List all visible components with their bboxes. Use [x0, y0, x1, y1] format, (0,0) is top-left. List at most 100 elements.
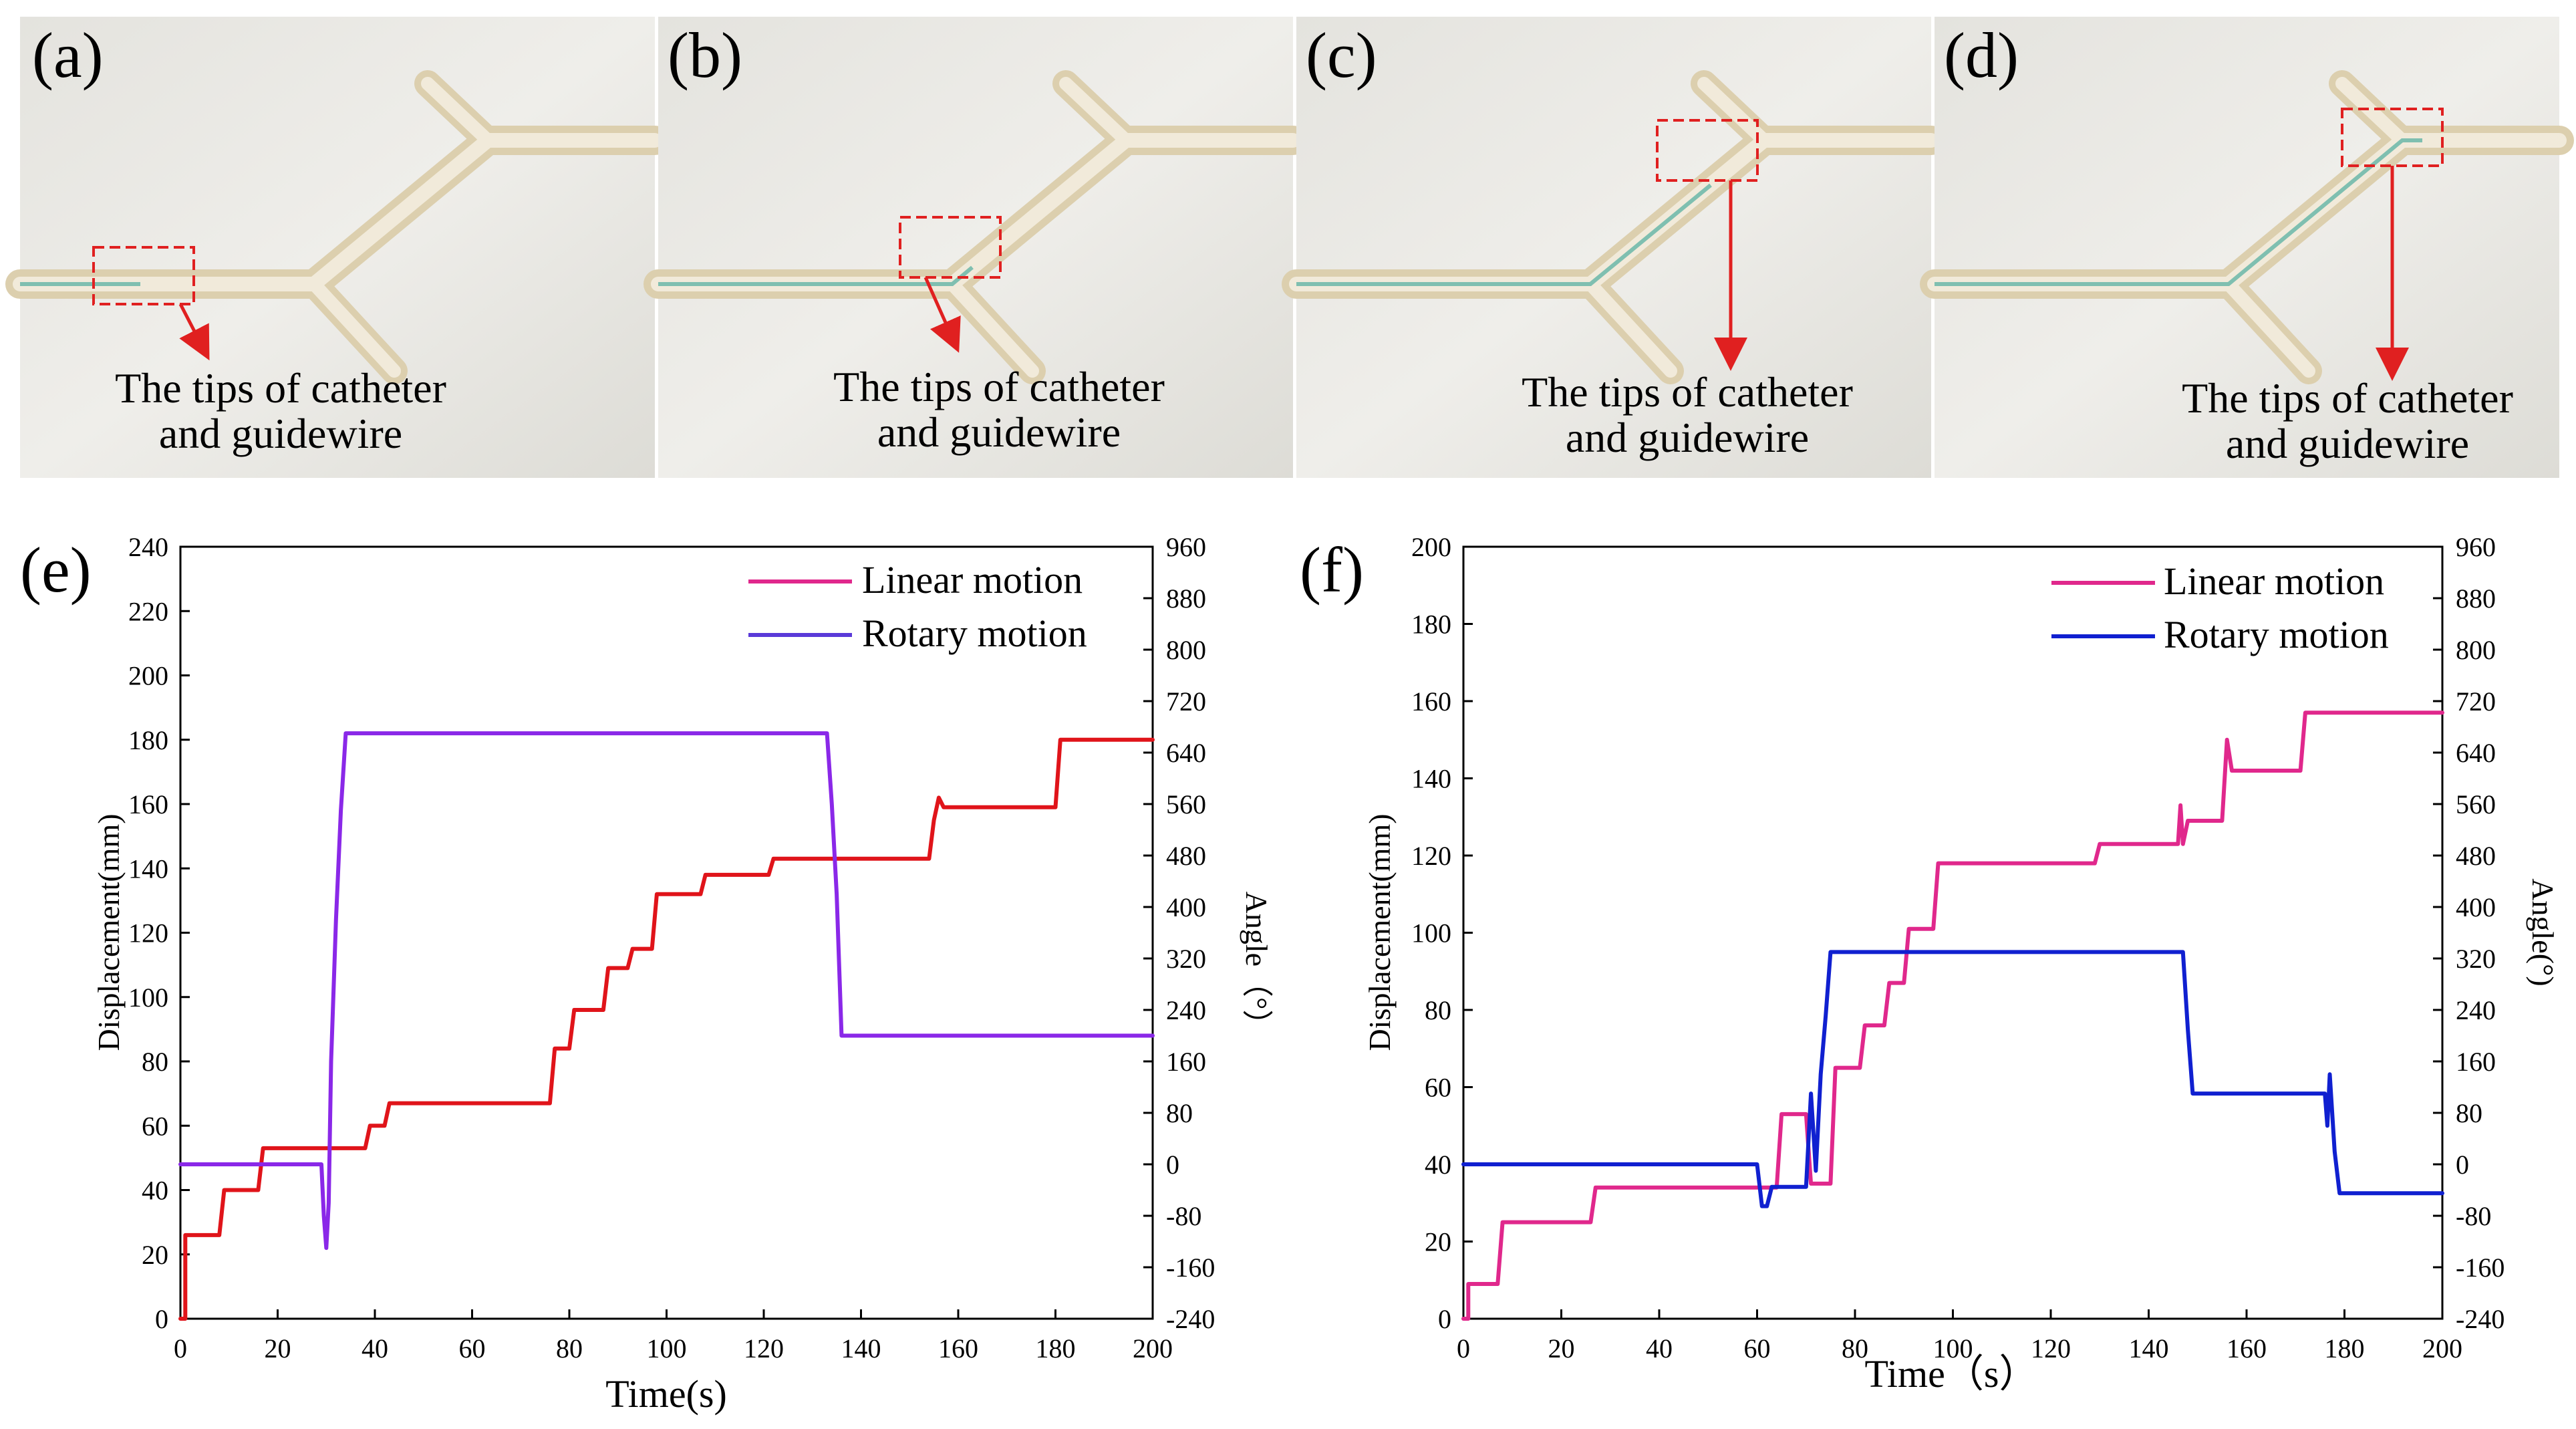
y2-tick-label: 160 — [1166, 1047, 1206, 1077]
y2-tick-label: 880 — [2456, 583, 2496, 614]
annotation-line-1: The tips of catheter — [833, 363, 1165, 410]
y-tick-label: 140 — [1411, 764, 1451, 794]
y-tick-label: 40 — [1425, 1150, 1451, 1180]
y-tick-label: 180 — [128, 725, 168, 755]
y2-tick-label: 80 — [1166, 1098, 1193, 1128]
y-tick-label: 200 — [128, 661, 168, 691]
y2-tick-label: 800 — [2456, 635, 2496, 665]
y2-tick-label: 320 — [1166, 944, 1206, 974]
legend: Linear motion Rotary motion — [748, 558, 1087, 655]
y-tick-label: 0 — [155, 1304, 168, 1334]
legend-label-rotary: Rotary motion — [862, 612, 1087, 655]
y2-tick-label: 800 — [1166, 635, 1206, 665]
y2-tick-label: -240 — [1166, 1304, 1215, 1334]
y2-tick-label: 960 — [2456, 532, 2496, 562]
plot-frame — [1463, 547, 2442, 1319]
y2-tick-label: 720 — [1166, 686, 1206, 717]
x-tick-label: 160 — [938, 1333, 978, 1363]
x-axis-label: Time(s) — [605, 1372, 727, 1416]
series-line-rotary — [1463, 952, 2442, 1206]
x-tick-label: 200 — [1133, 1333, 1173, 1363]
y-tick-label: 140 — [128, 854, 168, 884]
y2-tick-label: 0 — [2456, 1150, 2469, 1180]
panel-label: (a) — [32, 19, 104, 91]
panel-label: (c) — [1306, 19, 1377, 91]
x-tick-label: 100 — [647, 1333, 687, 1363]
photo-panel-d: (d) The tips of catheter and guidewire — [1935, 17, 2559, 478]
x-tick-label: 80 — [556, 1333, 583, 1363]
y2-tick-label: -80 — [1166, 1201, 1201, 1231]
x-tick-label: 180 — [1036, 1333, 1076, 1363]
x-tick-label: 200 — [2422, 1333, 2462, 1363]
x-tick-label: 40 — [362, 1333, 388, 1363]
chart-panel-label: (f) — [1300, 534, 1364, 606]
series-lines — [1463, 712, 2442, 1319]
annotation-line-2: and guidewire — [1566, 414, 1809, 461]
panel-label: (d) — [1944, 19, 2019, 91]
plot-frame — [180, 547, 1153, 1319]
y2-tick-label: 880 — [1166, 583, 1206, 614]
annotation-line-2: and guidewire — [2226, 420, 2469, 467]
x-tick-label: 20 — [1548, 1333, 1575, 1363]
y-tick-label: 60 — [1425, 1073, 1451, 1103]
y-axis-label: Displacement(mm) — [1363, 813, 1397, 1051]
x-tick-label: 140 — [2129, 1333, 2169, 1363]
y2-tick-label: 640 — [1166, 738, 1206, 768]
y2-tick-label: 240 — [2456, 995, 2496, 1025]
y2-tick-label: 640 — [2456, 738, 2496, 768]
y2-tick-label: 480 — [1166, 841, 1206, 871]
y2-tick-label: 400 — [1166, 892, 1206, 922]
y-tick-label: 240 — [128, 532, 168, 562]
x-tick-label: 120 — [744, 1333, 784, 1363]
annotation-line-1: The tips of catheter — [2182, 374, 2513, 422]
y-tick-label: 60 — [142, 1111, 168, 1141]
y2-tick-label: 560 — [2456, 789, 2496, 819]
y-tick-label: 0 — [1438, 1304, 1451, 1334]
axis-ticks: 0 20 40 60 80 100 120 140 160 180 200 0 20 40 60 80 100 1… — [1411, 532, 2505, 1363]
y2-tick-label: -160 — [2456, 1253, 2505, 1283]
photo-panel-a: (a) The tips of catheter and guidewire — [20, 17, 655, 478]
axis-ticks: 0 20 40 60 80 100 120 140 160 180 200 0 20 40 60 80 100 1… — [128, 532, 1215, 1363]
y-tick-label: 180 — [1411, 610, 1451, 640]
panel-label: (b) — [668, 19, 742, 91]
y2-tick-label: 0 — [1166, 1150, 1179, 1180]
x-tick-label: 60 — [459, 1333, 486, 1363]
x-tick-label: 0 — [174, 1333, 187, 1363]
legend-label-linear: Linear motion — [2164, 559, 2384, 603]
y2-tick-label: -80 — [2456, 1201, 2491, 1231]
y-tick-label: 100 — [1411, 918, 1451, 948]
y-tick-label: 120 — [128, 918, 168, 948]
x-tick-label: 60 — [1744, 1333, 1771, 1363]
x-tick-label: 20 — [265, 1333, 291, 1363]
series-lines — [180, 733, 1153, 1319]
chart-e: (e) 0 20 40 60 80 100 120 140 160 180 200 0 20 40 60 80… — [20, 532, 1274, 1416]
y2-tick-label: -240 — [2456, 1304, 2505, 1334]
series-line-linear — [1463, 712, 2442, 1319]
photo-panel-c: (c) The tips of catheter and guidewire — [1296, 17, 1931, 478]
x-tick-label: 180 — [2325, 1333, 2365, 1363]
x-tick-label: 160 — [2227, 1333, 2267, 1363]
y-tick-label: 160 — [128, 789, 168, 819]
y2-tick-label: 80 — [2456, 1098, 2482, 1128]
legend-label-linear: Linear motion — [862, 558, 1083, 602]
y2-tick-label: -160 — [1166, 1253, 1215, 1283]
y-tick-label: 100 — [128, 983, 168, 1013]
y2-tick-label: 960 — [1166, 532, 1206, 562]
y-tick-label: 200 — [1411, 532, 1451, 562]
y2-tick-label: 160 — [2456, 1047, 2496, 1077]
y2-tick-label: 400 — [2456, 892, 2496, 922]
chart-f: (f) 0 20 40 60 80 100 120 140 160 180 200 0 20 40 60 80… — [1300, 532, 2560, 1396]
chart-panel-label: (e) — [20, 534, 92, 606]
legend-label-rotary: Rotary motion — [2164, 613, 2389, 656]
y2-tick-label: 720 — [2456, 686, 2496, 717]
annotation-line-1: The tips of catheter — [115, 364, 446, 412]
y-axis-label: Displacement(mm) — [92, 813, 126, 1051]
x-tick-label: 140 — [841, 1333, 881, 1363]
x-tick-label: 40 — [1646, 1333, 1673, 1363]
y2-tick-label: 480 — [2456, 841, 2496, 871]
y-tick-label: 120 — [1411, 841, 1451, 871]
x-axis-label: Time（s） — [1865, 1352, 2038, 1396]
y2-tick-label: 240 — [1166, 995, 1206, 1025]
y2-tick-label: 560 — [1166, 789, 1206, 819]
annotation-line-2: and guidewire — [877, 408, 1121, 456]
